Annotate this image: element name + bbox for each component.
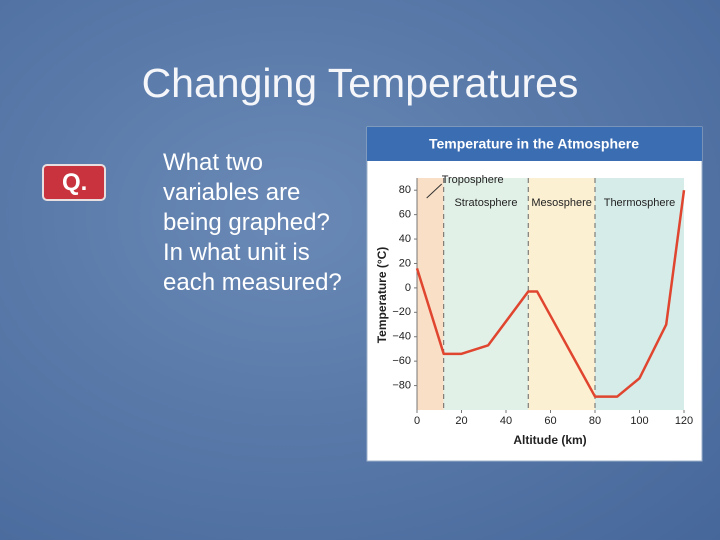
x-tick-label: 40 [500, 415, 512, 427]
chart-title: Temperature in the Atmosphere [429, 136, 639, 152]
x-axis-label: Altitude (km) [513, 433, 586, 447]
chart-header [367, 127, 702, 161]
x-tick-label: 0 [414, 415, 420, 427]
x-tick-label: 60 [544, 415, 556, 427]
leader-line [426, 183, 443, 199]
y-tick-label: −40 [392, 331, 411, 343]
layer-band [443, 178, 529, 410]
x-tick-label: 20 [455, 415, 467, 427]
layer-band [417, 178, 444, 410]
layer-label: Thermosphere [604, 197, 676, 209]
x-tick-label: 120 [675, 415, 693, 427]
y-tick-label: 40 [399, 233, 411, 245]
y-tick-label: −20 [392, 306, 411, 318]
layer-label: Mesosphere [531, 197, 592, 209]
y-tick-label: 0 [405, 282, 411, 294]
x-tick-label: 80 [589, 415, 601, 427]
slide-title: Changing Temperatures [141, 60, 579, 106]
temperature-line [415, 190, 686, 398]
question-text: What two variables are being graphed? In… [163, 149, 342, 296]
y-tick-label: −60 [392, 355, 411, 367]
y-axis-label: Temperature (°C) [375, 247, 389, 344]
question-badge: Q. [42, 164, 106, 201]
layer-label: Stratosphere [454, 197, 517, 209]
x-tick-label: 100 [630, 415, 648, 427]
y-tick-label: 20 [399, 257, 411, 269]
y-tick-label: 80 [399, 184, 411, 196]
layer-label: Troposphere [442, 174, 504, 186]
y-tick-label: 60 [399, 209, 411, 221]
y-tick-label: −80 [392, 379, 411, 391]
